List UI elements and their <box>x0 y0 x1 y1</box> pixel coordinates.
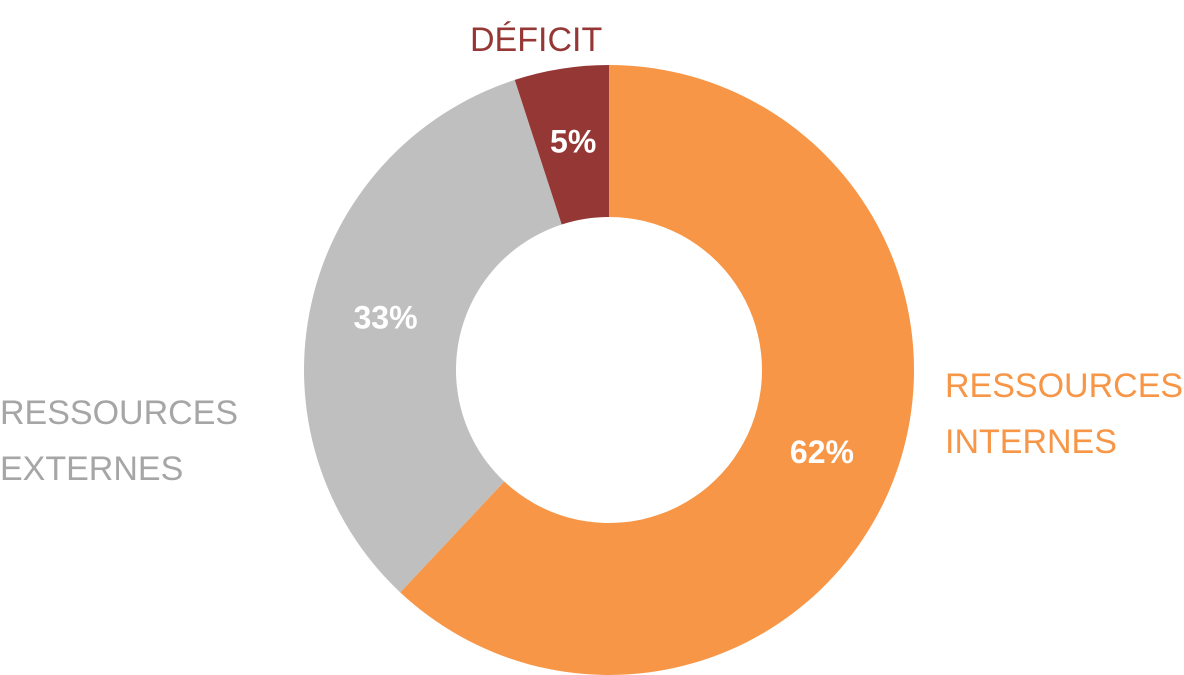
donut-slice <box>514 65 609 225</box>
category-label: DÉFICIT <box>470 21 603 59</box>
value-label: 5% <box>550 123 596 159</box>
category-label: RESSOURCES EXTERNES <box>0 394 239 488</box>
donut-slice <box>400 65 914 675</box>
category-label: RESSOURCES INTERNES <box>945 367 1184 461</box>
value-label: 33% <box>353 299 417 335</box>
donut-slice <box>303 79 562 593</box>
value-label: 62% <box>790 434 854 470</box>
